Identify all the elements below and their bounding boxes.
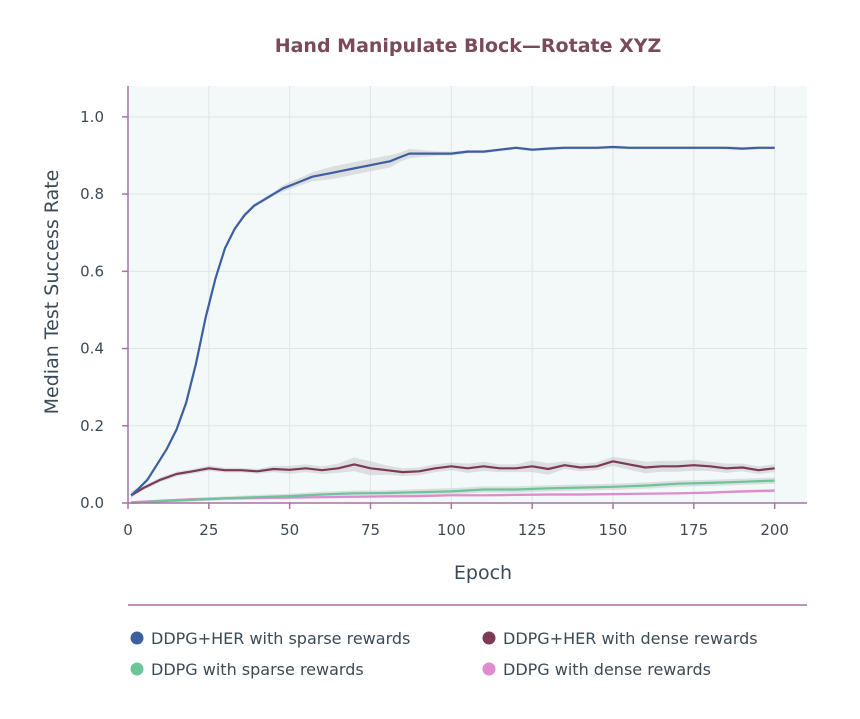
- series-line-1: [130, 460, 775, 497]
- x-tick-label: 50: [280, 521, 299, 539]
- y-tick-label: 1.0: [80, 108, 104, 126]
- series-band-1: [131, 456, 775, 498]
- y-tick-label: 0.0: [80, 494, 104, 512]
- legend-label-3: DDPG with dense rewards: [503, 660, 711, 679]
- x-tick-label: 200: [760, 521, 789, 539]
- x-tick-label: 175: [680, 521, 709, 539]
- x-tick-label: 125: [518, 521, 547, 539]
- tick-labels: 0 25 50 75 100 125 150 175 200 0.0 0.2 0.4 0.6 0.8 1.0: [80, 108, 789, 539]
- legend-marker-3: [482, 662, 496, 676]
- legend: DDPG+HER with sparse rewards DDPG+HER wit…: [130, 629, 758, 679]
- legend-marker-2: [130, 662, 144, 676]
- y-tick-label: 0.8: [80, 185, 104, 203]
- x-tick-label: 100: [437, 521, 466, 539]
- x-axis-label: Epoch: [454, 562, 512, 584]
- series-line-0: [130, 145, 775, 497]
- x-tick-label: 75: [361, 521, 380, 539]
- y-tick-label: 0.6: [80, 262, 104, 280]
- y-axis-label: Median Test Success Rate: [41, 170, 63, 415]
- legend-marker-0: [130, 631, 144, 645]
- x-tick-label: 0: [123, 521, 133, 539]
- legend-label-0: DDPG+HER with sparse rewards: [151, 629, 410, 648]
- legend-marker-1: [482, 631, 496, 645]
- y-tick-label: 0.2: [80, 417, 104, 435]
- x-tick-label: 150: [599, 521, 628, 539]
- chart-title: Hand Manipulate Block—Rotate XYZ: [275, 35, 662, 57]
- x-tick-label: 25: [199, 521, 218, 539]
- series-lines: [130, 145, 775, 505]
- legend-label-1: DDPG+HER with dense rewards: [503, 629, 758, 648]
- legend-label-2: DDPG with sparse rewards: [151, 660, 364, 679]
- y-tick-label: 0.4: [80, 340, 104, 358]
- series-line-2: [131, 479, 775, 505]
